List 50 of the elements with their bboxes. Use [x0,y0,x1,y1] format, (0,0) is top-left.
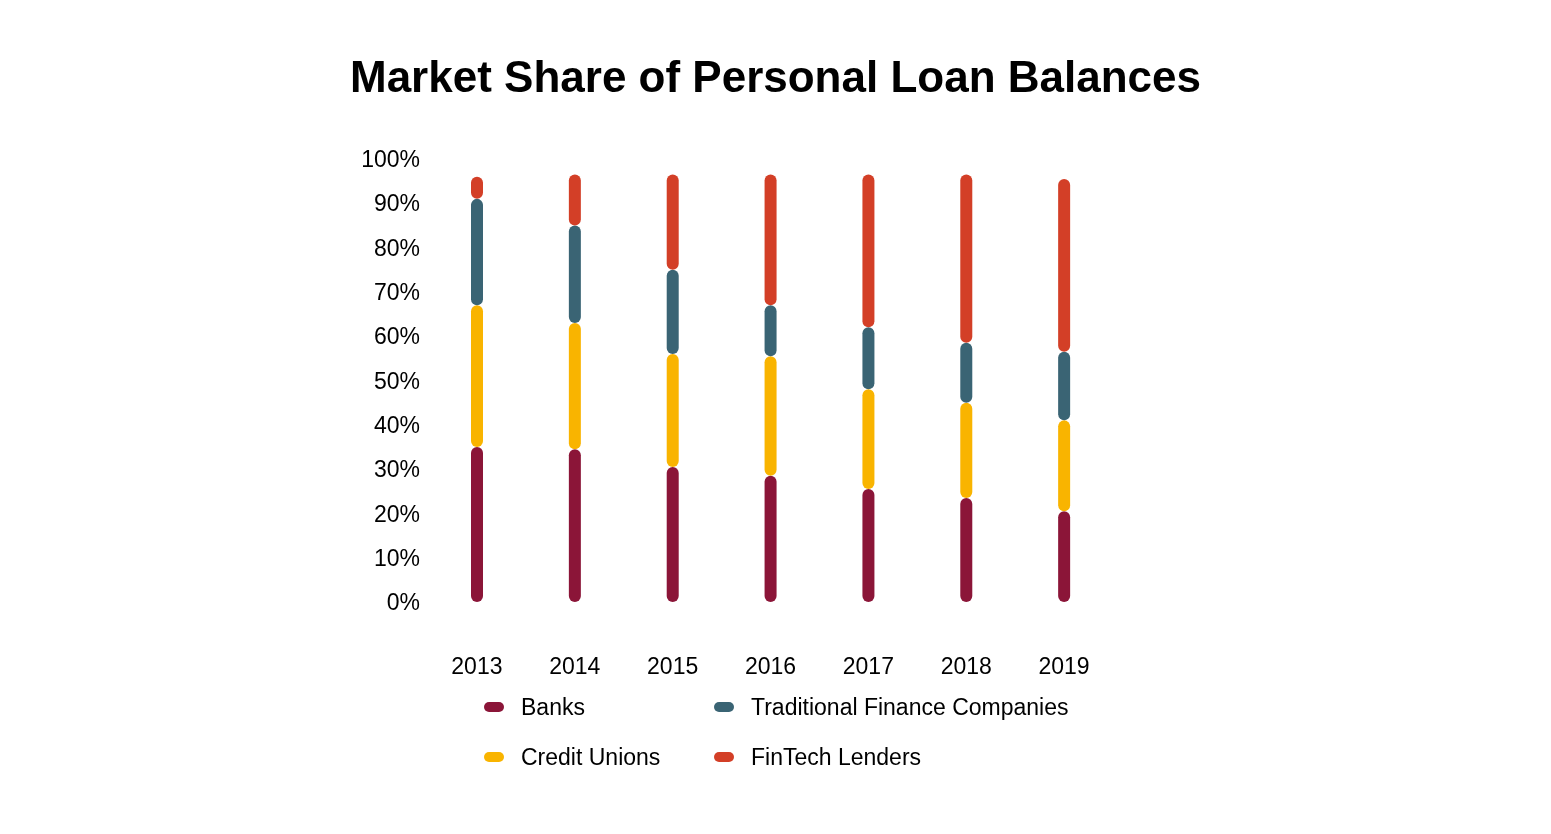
bar [960,342,973,403]
bar [471,198,483,306]
legend-label: Banks [521,693,585,721]
bar [666,174,679,270]
bar [764,475,777,602]
y-tick-label: 80% [373,234,420,261]
x-tick-label: 2019 [1038,653,1090,680]
bar [764,174,777,306]
bar [471,305,483,447]
x-tick-label: 2015 [647,653,699,680]
y-tick-label: 10% [373,544,420,571]
x-tick-label: 2013 [451,653,503,680]
bar [960,174,973,343]
bar [1058,351,1071,421]
bar [862,327,875,390]
y-tick-label: 100% [361,146,420,173]
bar [960,497,973,602]
bar [568,225,581,323]
y-tick-label: 0% [386,589,420,616]
legend-label: Credit Unions [521,743,661,771]
bar [960,402,973,498]
bar [666,269,679,354]
bar [1058,178,1071,352]
bar [568,322,581,450]
bar [764,356,777,476]
bar [862,389,875,490]
bar [666,466,679,602]
bar [862,489,875,602]
bar [1058,420,1071,512]
y-tick-label: 20% [373,500,420,527]
y-tick-label: 30% [373,456,420,483]
bar [764,305,777,357]
legend-label: Traditional Finance Companies [751,693,1069,721]
x-tick-label: 2017 [842,653,894,680]
y-tick-label: 50% [373,367,420,394]
y-tick-label: 60% [373,323,420,350]
y-tick-label: 40% [373,411,420,438]
bar [862,174,875,328]
bar [1058,511,1071,602]
x-tick-label: 2016 [744,653,797,680]
bar [568,174,581,226]
x-tick-label: 2014 [549,653,601,680]
x-tick-label: 2018 [940,653,992,680]
bar [471,446,483,602]
chart-title: Market Share of Personal Loan Balances [349,51,1202,103]
y-tick-label: 70% [373,279,420,306]
legend-label: FinTech Lenders [751,743,922,771]
bar [666,353,679,467]
y-tick-label: 90% [373,190,420,217]
bar [568,449,581,602]
